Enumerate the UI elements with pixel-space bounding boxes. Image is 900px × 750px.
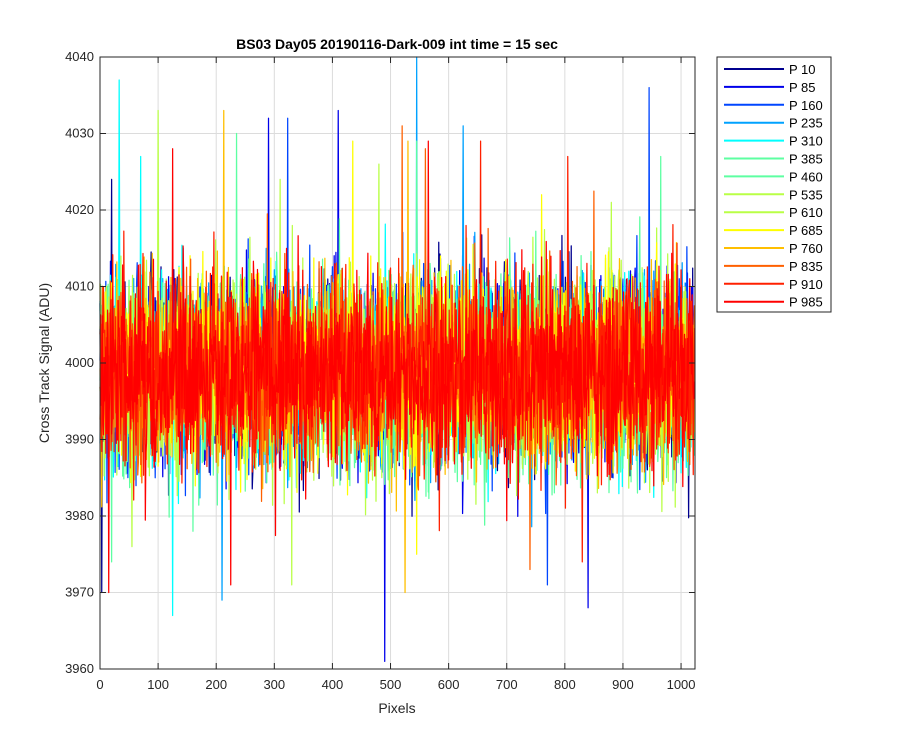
- x-tick-label: 400: [322, 677, 344, 692]
- legend-label-p685: P 685: [789, 223, 823, 238]
- legend: P 10 P 85 P 160 P 235 P 310 P 385 P 460 P 535 P …: [716, 56, 832, 313]
- legend-label-p610: P 610: [789, 205, 823, 220]
- chart-title: BS03 Day05 20190116-Dark-009 int time = …: [236, 36, 558, 52]
- x-axis-label: Pixels: [378, 700, 415, 716]
- legend-label-p985: P 985: [789, 295, 823, 310]
- legend-label-p160: P 160: [789, 98, 823, 113]
- y-tick-label: 4020: [65, 202, 94, 217]
- legend-label-p85: P 85: [789, 80, 816, 95]
- y-axis-label: Cross Track Signal (ADU): [36, 283, 52, 443]
- legend-label-p310: P 310: [789, 134, 823, 149]
- y-tick-label: 3980: [65, 508, 94, 523]
- x-tick-label: 500: [380, 677, 402, 692]
- legend-label-p235: P 235: [789, 116, 823, 131]
- legend-box: [716, 56, 832, 313]
- x-tick-label: 200: [205, 677, 227, 692]
- y-tick-label: 3990: [65, 432, 94, 447]
- axis-ticks: 0 100 200 300 400 500 600 700 800 900 1000 3960 3970…: [65, 49, 695, 692]
- legend-label-p460: P 460: [789, 169, 823, 184]
- legend-label-p10: P 10: [789, 62, 816, 77]
- legend-label-p835: P 835: [789, 259, 823, 274]
- y-tick-label: 3970: [65, 585, 94, 600]
- legend-label-p910: P 910: [789, 277, 823, 292]
- series-line-p910: [99, 140, 696, 563]
- y-tick-label: 4010: [65, 279, 94, 294]
- y-tick-label: 3960: [65, 661, 94, 676]
- y-tick-label: 4030: [65, 126, 94, 141]
- x-tick-label: 300: [263, 677, 285, 692]
- legend-label-p760: P 760: [789, 241, 823, 256]
- x-tick-label: 900: [612, 677, 634, 692]
- x-tick-label: 600: [438, 677, 460, 692]
- series-line-p985: [99, 140, 696, 594]
- series-lines: [99, 56, 696, 662]
- x-tick-label: 0: [96, 677, 103, 692]
- legend-label-p385: P 385: [789, 152, 823, 167]
- x-tick-label: 800: [554, 677, 576, 692]
- legend-label-p535: P 535: [789, 187, 823, 202]
- x-tick-label: 1000: [667, 677, 696, 692]
- y-tick-label: 4040: [65, 49, 94, 64]
- x-tick-label: 100: [147, 677, 169, 692]
- y-tick-label: 4000: [65, 355, 94, 370]
- x-tick-label: 700: [496, 677, 518, 692]
